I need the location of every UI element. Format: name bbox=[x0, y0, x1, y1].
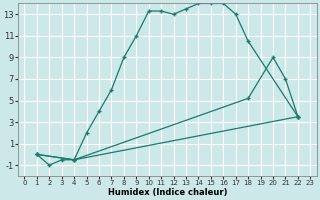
X-axis label: Humidex (Indice chaleur): Humidex (Indice chaleur) bbox=[108, 188, 227, 197]
